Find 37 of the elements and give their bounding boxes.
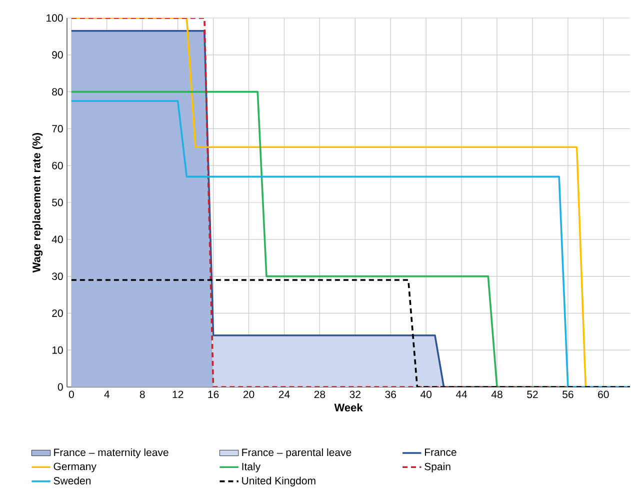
legend-label: Italy bbox=[242, 462, 261, 472]
x-tick-label: 0 bbox=[68, 390, 74, 398]
x-tick-label: 24 bbox=[278, 390, 290, 398]
y-tick-label: 10 bbox=[52, 346, 63, 354]
y-tick-label: 0 bbox=[58, 383, 63, 391]
legend-label: Spain bbox=[424, 462, 450, 472]
x-tick-label: 16 bbox=[208, 390, 219, 398]
y-tick-label: 20 bbox=[52, 309, 63, 317]
y-tick-label: 70 bbox=[52, 124, 63, 132]
legend-label: France – parental leave bbox=[242, 448, 352, 458]
legend-label: United Kingdom bbox=[242, 476, 316, 486]
x-tick-label: 36 bbox=[385, 390, 396, 398]
x-tick-label: 44 bbox=[456, 390, 468, 398]
x-axis-title: Week bbox=[334, 403, 363, 412]
x-tick-label: 28 bbox=[314, 390, 326, 398]
x-tick-label: 40 bbox=[420, 390, 432, 398]
legend-label: France – maternity leave bbox=[54, 448, 168, 458]
x-tick-label: 12 bbox=[172, 390, 184, 398]
y-tick-label: 80 bbox=[52, 88, 63, 96]
y-tick-label: 100 bbox=[46, 14, 63, 22]
y-tick-label: 50 bbox=[52, 198, 63, 206]
x-tick-label: 20 bbox=[243, 390, 254, 398]
x-tick-label: 56 bbox=[562, 390, 574, 398]
x-tick-label: 8 bbox=[140, 390, 145, 398]
x-tick-label: 4 bbox=[104, 390, 110, 398]
x-tick-label: 32 bbox=[350, 390, 360, 398]
x-tick-label: 60 bbox=[598, 390, 609, 398]
legend-label: Germany bbox=[54, 462, 96, 472]
legend-label: France bbox=[424, 448, 456, 456]
y-tick-label: 40 bbox=[52, 236, 63, 244]
y-tick-label: 90 bbox=[52, 51, 63, 59]
y-tick-label: 30 bbox=[52, 272, 63, 280]
x-tick-label: 48 bbox=[491, 390, 502, 398]
y-axis-title: Wage replacement rate (%) bbox=[32, 132, 43, 273]
x-tick-label: 52 bbox=[527, 390, 538, 398]
y-tick-label: 60 bbox=[52, 162, 63, 170]
legend-label: Sweden bbox=[54, 476, 91, 484]
